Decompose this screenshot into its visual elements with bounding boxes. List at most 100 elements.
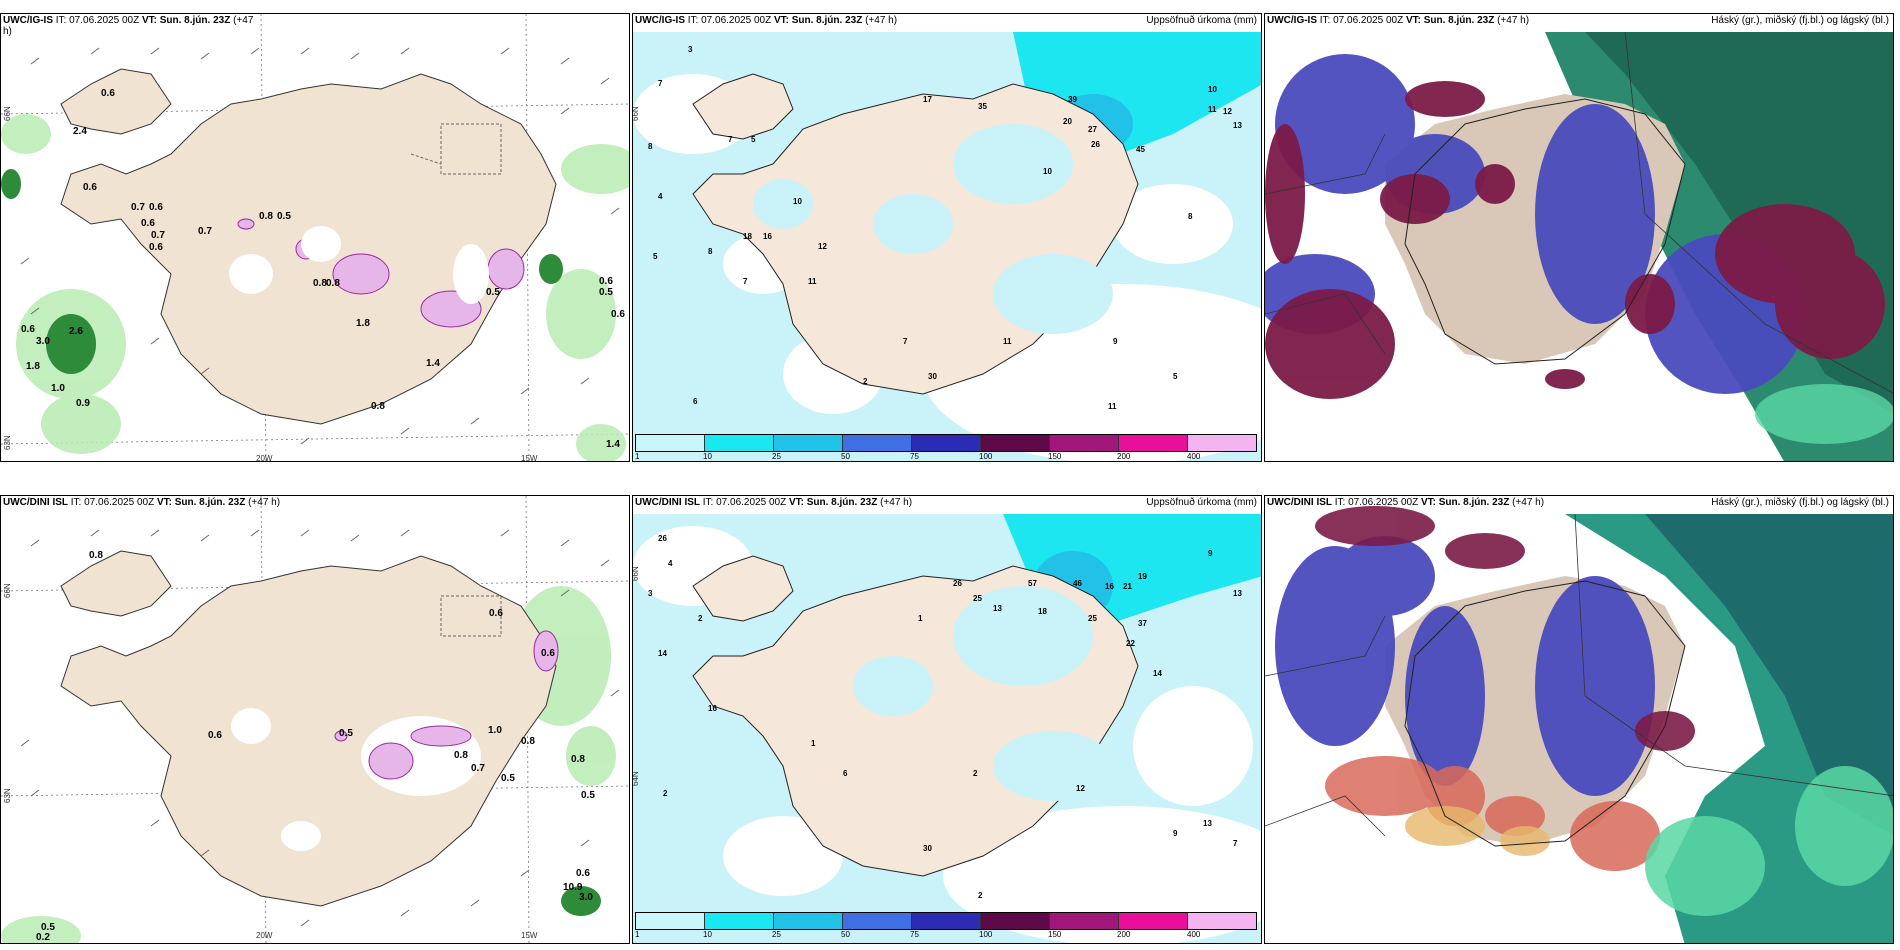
colorbar-tick: 200 <box>1117 930 1131 939</box>
val-label: 5 <box>1173 372 1178 381</box>
val-label: 2 <box>663 789 668 798</box>
colorbar-tick: 10 <box>703 930 712 939</box>
colorbar-swatch <box>912 913 981 929</box>
colorbar <box>635 912 1257 930</box>
map-panel-top-mid: 3 7 8 7 5 4 5 8 7 11 10 18 16 12 17 35 3… <box>632 13 1262 462</box>
colorbar-swatch <box>981 435 1050 451</box>
precip-map: 26 4 3 14 2 1 16 26 25 18 13 57 46 16 25… <box>633 514 1261 943</box>
val-label: 7 <box>743 277 748 286</box>
val-label: 0.8 <box>259 211 273 222</box>
colorbar-swatch <box>636 435 705 451</box>
val-label: 0.6 <box>149 202 163 213</box>
val-label: 9 <box>1173 829 1178 838</box>
map-panel-top-right: UWC/IG-IS IT: 07.06.2025 00Z VT: Sun. 8.… <box>1264 13 1894 462</box>
val-label: 1.0 <box>488 725 502 736</box>
val-label: 20 <box>1063 117 1072 126</box>
colorbar-tick: 400 <box>1187 452 1201 461</box>
panel-variable-title: Háský (gr.), miðský (fj.bl.) og lágský (… <box>1711 15 1889 26</box>
val-label: 18 <box>743 232 752 241</box>
val-label: 0.8 <box>89 550 103 561</box>
val-label: 13 <box>1203 819 1212 828</box>
map-panel-top-left: 0.6 2.4 0.6 0.7 0.6 0.6 0.7 0.6 0.7 0.8 … <box>0 13 630 462</box>
lat-label: 66N <box>3 583 12 598</box>
val-label: 26 <box>1091 140 1100 149</box>
map-panel-bottom-mid: 26 4 3 14 2 1 16 26 25 18 13 57 46 16 25… <box>632 495 1262 944</box>
val-label: 30 <box>928 372 937 381</box>
val-label: 1.4 <box>606 439 620 450</box>
colorbar-swatch <box>705 913 774 929</box>
colorbar-tick: 25 <box>772 930 781 939</box>
val-label: 2 <box>863 377 868 386</box>
colorbar-tick: 25 <box>772 452 781 461</box>
panel-variable-title: Uppsöfnuð úrkoma (mm) <box>1146 497 1257 508</box>
colorbar-tick: 1 <box>635 452 640 461</box>
colorbar-tick: 150 <box>1048 452 1062 461</box>
wind-precip-map: 0.8 0.6 0.6 0.6 0.5 1.0 0.8 0.8 0.7 0.5 … <box>1 496 629 943</box>
colorbar-swatch <box>1188 913 1256 929</box>
panel-title: UWC/IG-IS IT: 07.06.2025 00Z VT: Sun. 8.… <box>635 15 898 26</box>
val-label: 27 <box>1088 125 1097 134</box>
val-label: 0.8 <box>371 401 385 412</box>
val-label: 1 <box>811 739 816 748</box>
val-label: 45 <box>1136 145 1145 154</box>
val-label: 2 <box>978 891 983 900</box>
val-label: 0.8 <box>571 754 585 765</box>
val-label: 9 <box>1113 337 1118 346</box>
val-label: 13 <box>993 604 1002 613</box>
val-label: 46 <box>1073 579 1082 588</box>
colorbar-tick: 200 <box>1117 452 1131 461</box>
lat-label: 63N <box>3 788 12 803</box>
colorbar-swatch <box>1119 913 1188 929</box>
val-label: 11 <box>1108 402 1117 411</box>
val-label: 7 <box>728 135 733 144</box>
val-label: 37 <box>1138 619 1147 628</box>
val-label: 5 <box>751 135 756 144</box>
val-label: 7 <box>658 79 663 88</box>
val-label: 1.8 <box>356 318 370 329</box>
panel-variable-title: Háský (gr.), miðský (fj.bl.) og lágský (… <box>1711 497 1889 508</box>
val-label: 3.0 <box>36 336 50 347</box>
colorbar-swatch <box>705 435 774 451</box>
val-label: 30 <box>923 844 932 853</box>
map-panel-bottom-left: 0.8 0.6 0.6 0.6 0.5 1.0 0.8 0.8 0.7 0.5 … <box>0 495 630 944</box>
lat-label: 64N <box>632 771 640 786</box>
lat-label: 63N <box>3 435 12 450</box>
val-label: 2 <box>973 769 978 778</box>
val-label: 0.5 <box>599 287 613 298</box>
val-label: 0.8 <box>454 750 468 761</box>
val-label: 0.6 <box>489 608 503 619</box>
val-label: 35 <box>978 102 987 111</box>
colorbar-tick: 10 <box>703 452 712 461</box>
val-label: 3 <box>688 45 693 54</box>
colorbar-ticks: 1 10 25 50 75 100 150 200 400 <box>635 452 1257 461</box>
val-label: 39 <box>1068 95 1077 104</box>
val-label: 16 <box>763 232 772 241</box>
val-label: 6 <box>843 769 848 778</box>
val-label: 0.6 <box>149 242 163 253</box>
val-label: 9 <box>1208 549 1213 558</box>
colorbar-tick: 150 <box>1048 930 1062 939</box>
colorbar-swatch <box>1050 435 1119 451</box>
val-label: 8 <box>648 142 653 151</box>
val-label: 14 <box>658 649 667 658</box>
lat-label: 66N <box>3 106 12 121</box>
val-label: 0.6 <box>83 182 97 193</box>
val-label: 0.2 <box>36 932 50 943</box>
wind-precip-map: 0.6 2.4 0.6 0.7 0.6 0.6 0.7 0.6 0.7 0.8 … <box>1 14 629 461</box>
val-label: 21 <box>1123 582 1132 591</box>
val-label: 4 <box>658 192 663 201</box>
val-label: 10 <box>793 197 802 206</box>
val-label: 11 <box>808 277 817 286</box>
panel-title: UWC/DINI ISL IT: 07.06.2025 00Z VT: Sun.… <box>1267 497 1545 508</box>
val-label: 11 <box>1208 105 1217 114</box>
val-label: 1.8 <box>26 361 40 372</box>
panel-title: UWC/IG-IS IT: 07.06.2025 00Z VT: Sun. 8.… <box>3 15 254 37</box>
val-label: 11 <box>1003 337 1012 346</box>
lon-label: 20W <box>256 454 273 462</box>
colorbar-tick: 100 <box>979 452 993 461</box>
precip-map: 3 7 8 7 5 4 5 8 7 11 10 18 16 12 17 35 3… <box>633 32 1261 461</box>
panel-variable-title: Uppsöfnuð úrkoma (mm) <box>1146 15 1257 26</box>
colorbar-swatch <box>912 435 981 451</box>
val-label: 0.6 <box>541 648 555 659</box>
val-label: 12 <box>1223 107 1232 116</box>
